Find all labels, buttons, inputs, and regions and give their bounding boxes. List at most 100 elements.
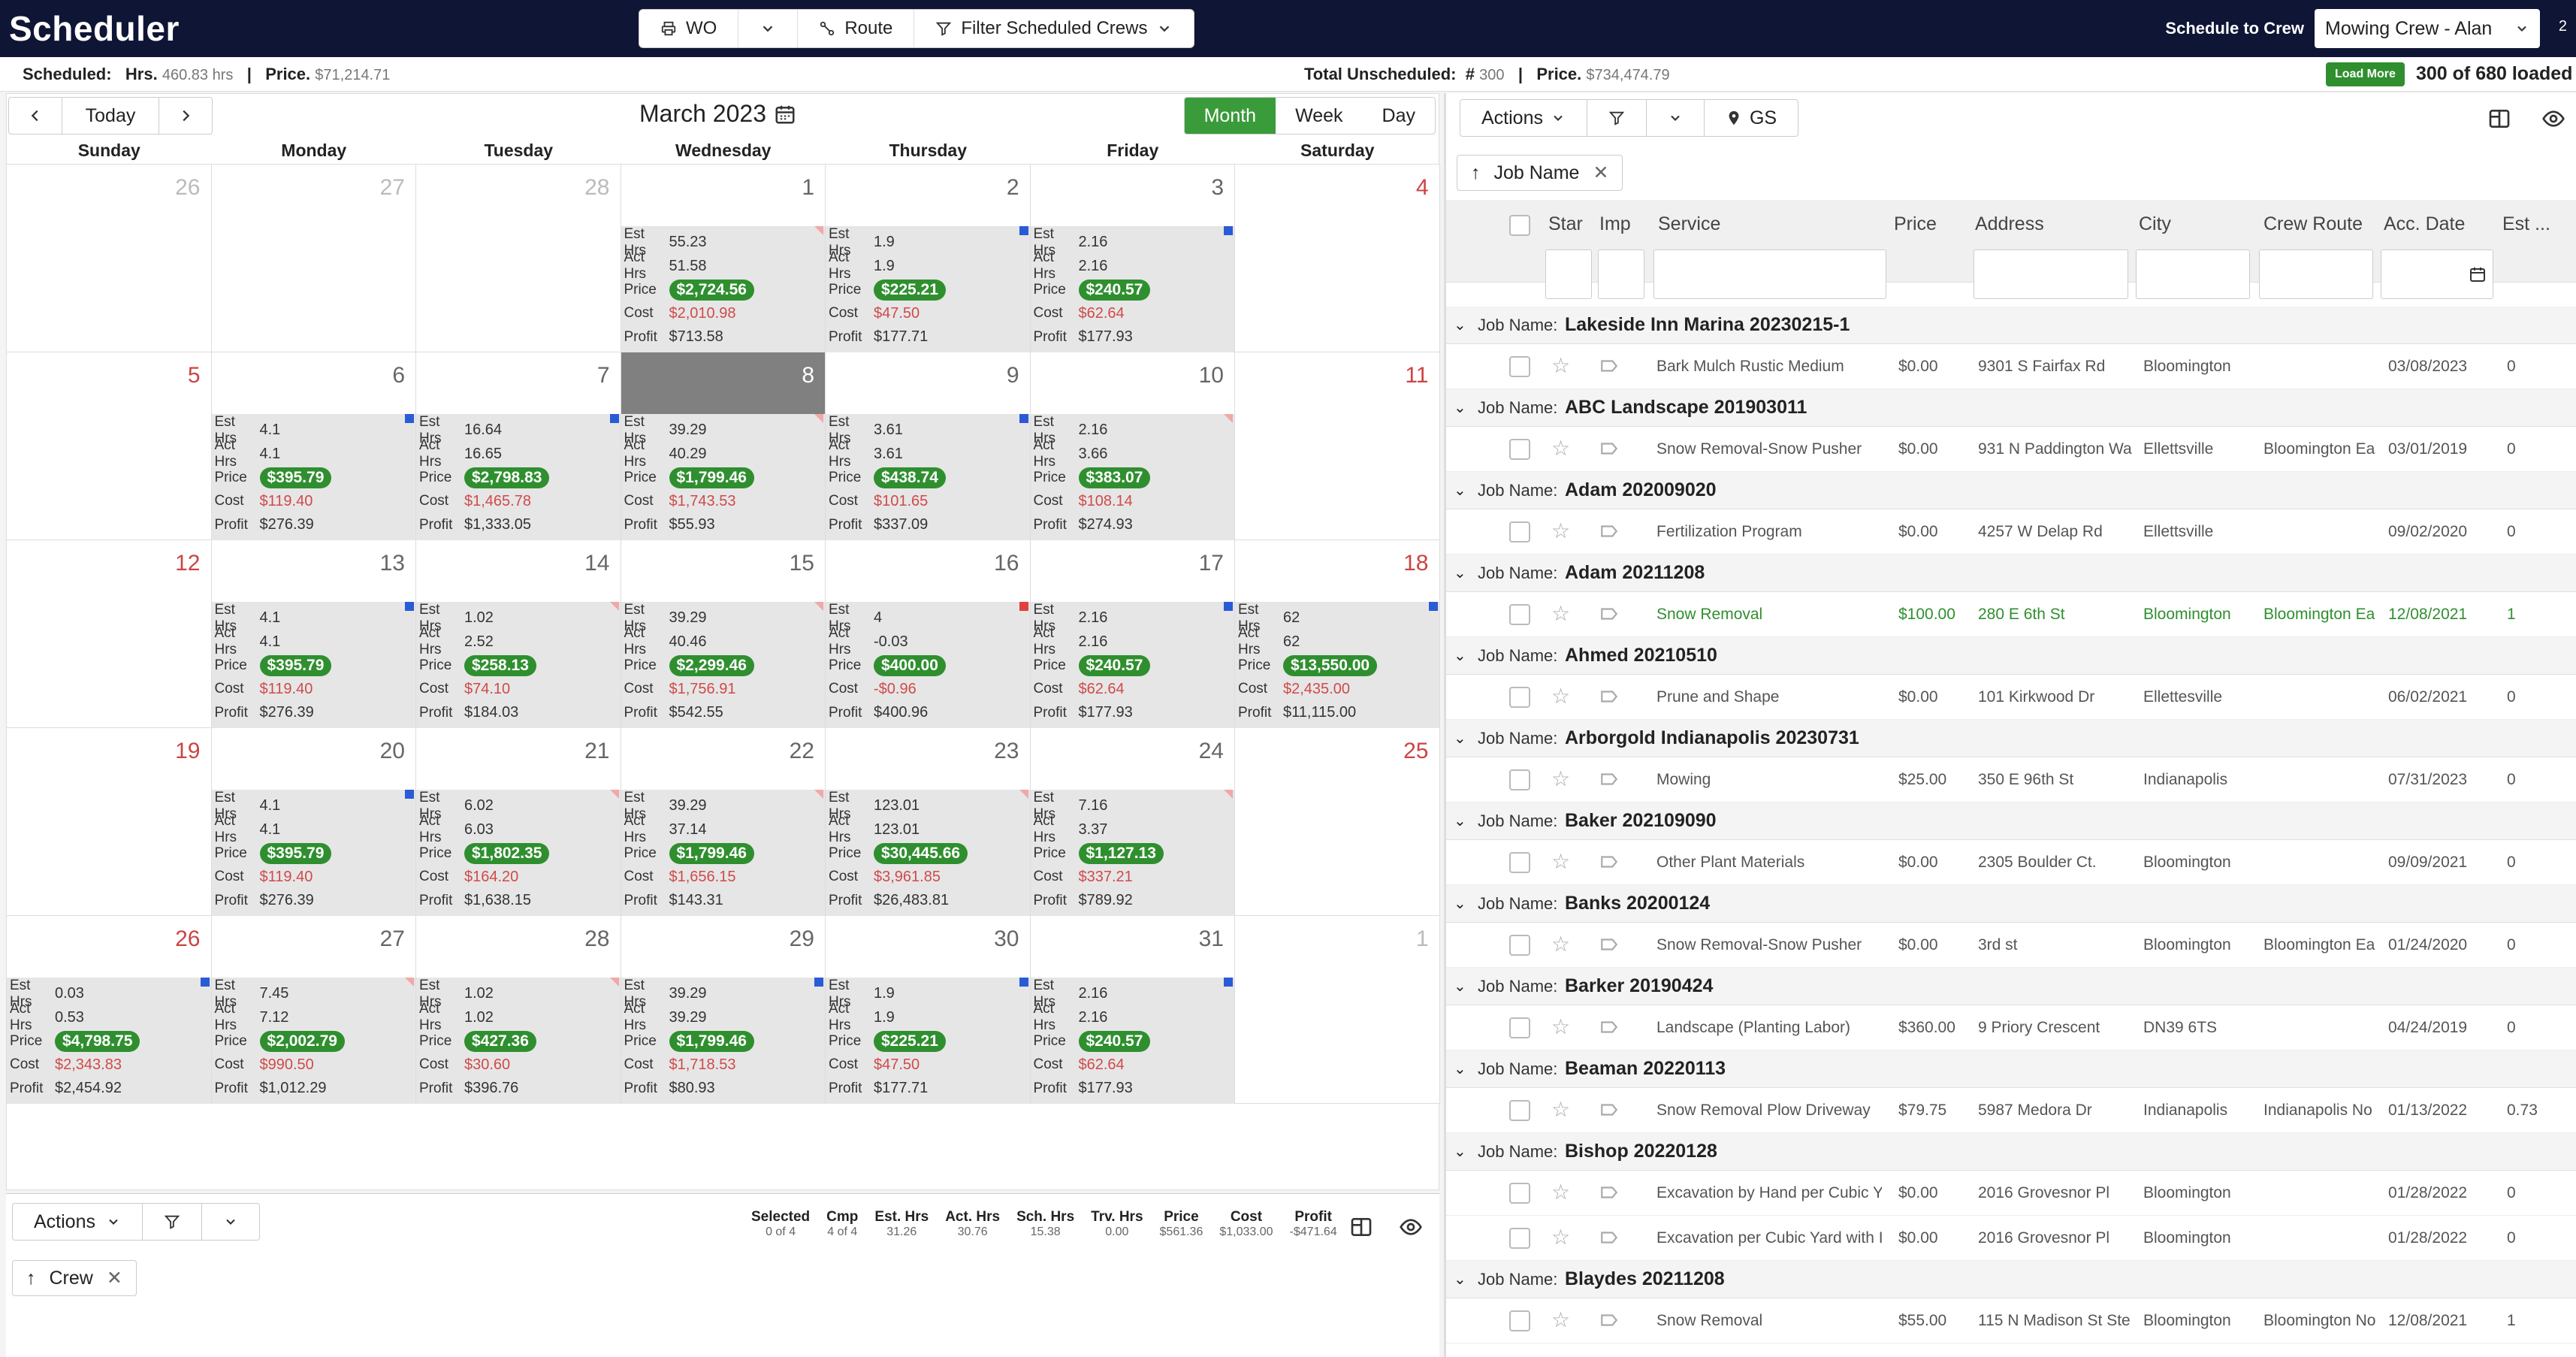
view-week-button[interactable]: Week xyxy=(1295,104,1343,126)
day-stats[interactable]: Est Hrs 4.1 Act Hrs 4.1 Price $395.79 Cost $119… xyxy=(211,602,415,728)
calendar-day-cell[interactable]: 2 Est Hrs 1.9 Act Hrs 1.9 Price $225.21 Cost $47… xyxy=(826,165,1031,352)
filter-acc-date[interactable] xyxy=(2381,249,2493,299)
filter-crew-route[interactable] xyxy=(2259,249,2373,299)
prev-month-button[interactable] xyxy=(9,98,62,134)
unscheduled-actions-button[interactable]: Actions xyxy=(1460,100,1587,136)
group-row[interactable]: ⌄ Job Name: Adam 202009020 xyxy=(1446,472,2576,509)
today-button[interactable]: Today xyxy=(62,98,159,134)
col-acc-date[interactable]: Acc. Date xyxy=(2384,213,2466,234)
columns-icon[interactable] xyxy=(1349,1215,1373,1239)
chevron-down-icon[interactable]: ⌄ xyxy=(1454,813,1466,830)
route-button[interactable]: Route xyxy=(798,10,915,47)
calendar-day-cell[interactable]: 9 Est Hrs 3.61 Act Hrs 3.61 Price $438.74 Cost $… xyxy=(826,352,1031,540)
star-icon[interactable]: ☆ xyxy=(1551,1098,1571,1121)
eye-icon[interactable] xyxy=(2541,107,2565,131)
row-checkbox[interactable] xyxy=(1509,439,1530,460)
view-month-button[interactable]: Month xyxy=(1184,98,1276,134)
chevron-down-icon[interactable]: ⌄ xyxy=(1454,1144,1466,1160)
calendar-day-cell[interactable]: 5 xyxy=(7,352,212,540)
close-icon[interactable]: ✕ xyxy=(1593,162,1609,183)
chevron-down-icon[interactable]: ⌄ xyxy=(1454,1061,1466,1077)
close-icon[interactable]: ✕ xyxy=(106,1268,122,1289)
row-checkbox[interactable] xyxy=(1509,1310,1530,1331)
star-icon[interactable]: ☆ xyxy=(1551,1308,1571,1331)
day-stats[interactable]: Est Hrs 39.29 Act Hrs 40.29 Price $1,799.46 Co… xyxy=(621,414,825,540)
calendar-day-cell[interactable]: 14 Est Hrs 1.02 Act Hrs 2.52 Price $258.13 Cost… xyxy=(416,540,621,728)
group-row[interactable]: ⌄ Job Name: Ahmed 20210510 xyxy=(1446,637,2576,675)
crew-filter-dropdown[interactable] xyxy=(202,1204,259,1240)
table-row[interactable]: ☆ Other Plant Materials $0.00 2305 Boulder … xyxy=(1446,840,2576,885)
calendar-day-cell[interactable]: 12 xyxy=(7,540,212,728)
gs-button[interactable]: GS xyxy=(1705,100,1798,136)
group-row[interactable]: ⌄ Job Name: Barker 20190424 xyxy=(1446,968,2576,1005)
day-stats[interactable]: Est Hrs 55.23 Act Hrs 51.58 Price $2,724.56 Co… xyxy=(621,226,825,352)
row-checkbox[interactable] xyxy=(1509,935,1530,956)
table-row[interactable]: ☆ Snow Removal-Snow Pusher $0.00 931 N Padd… xyxy=(1446,427,2576,472)
calendar-day-cell[interactable]: 13 Est Hrs 4.1 Act Hrs 4.1 Price $395.79 Cost $1… xyxy=(211,540,416,728)
filter-address[interactable] xyxy=(1974,249,2128,299)
star-icon[interactable]: ☆ xyxy=(1551,850,1571,873)
calendar-day-cell[interactable]: 1 xyxy=(1235,916,1440,1104)
table-row[interactable]: ☆ Snow Removal $55.00 115 N Madison St Ste … xyxy=(1446,1298,2576,1343)
day-stats[interactable]: Est Hrs 39.29 Act Hrs 39.29 Price $1,799.46 Co… xyxy=(621,978,825,1104)
tag-icon[interactable] xyxy=(1599,356,1619,376)
tag-icon[interactable] xyxy=(1599,521,1619,541)
group-row[interactable]: ⌄ Job Name: Baker 202109090 xyxy=(1446,802,2576,840)
group-row[interactable]: ⌄ Job Name: Lakeside Inn Marina 20230215-1 xyxy=(1446,307,2576,344)
calendar-day-cell[interactable]: 23 Est Hrs 123.01 Act Hrs 123.01 Price $30,445… xyxy=(826,728,1031,916)
select-all-checkbox[interactable] xyxy=(1509,215,1530,236)
wo-button[interactable]: WO xyxy=(639,10,739,47)
tag-icon[interactable] xyxy=(1599,1100,1619,1120)
row-checkbox[interactable] xyxy=(1509,1017,1530,1038)
calendar-day-cell[interactable]: 27 Est Hrs 7.45 Act Hrs 7.12 Price $2,002.79 Co… xyxy=(211,916,416,1104)
filter-imp[interactable] xyxy=(1598,249,1644,299)
table-row[interactable]: ☆ Snow Removal $100.00 280 E 6th St Blooming… xyxy=(1446,592,2576,637)
day-stats[interactable]: Est Hrs 4 Act Hrs -0.03 Price $400.00 Cost -$0.… xyxy=(826,602,1030,728)
tag-icon[interactable] xyxy=(1599,852,1619,872)
calendar-day-cell[interactable]: 10 Est Hrs 2.16 Act Hrs 3.66 Price $383.07 Cost… xyxy=(1030,352,1235,540)
calendar-icon[interactable] xyxy=(2469,265,2487,283)
crew-actions-button[interactable]: Actions xyxy=(13,1204,143,1240)
day-stats[interactable]: Est Hrs 6.02 Act Hrs 6.03 Price $1,802.35 Cost… xyxy=(416,790,621,916)
calendar-day-cell[interactable]: 31 Est Hrs 2.16 Act Hrs 2.16 Price $240.57 Cost… xyxy=(1030,916,1235,1104)
calendar-day-cell[interactable]: 25 xyxy=(1235,728,1440,916)
table-row[interactable]: ☆ Fertilization Program $0.00 4257 W Delap … xyxy=(1446,509,2576,555)
view-day-button[interactable]: Day xyxy=(1382,104,1415,126)
calendar-day-cell[interactable]: 29 Est Hrs 39.29 Act Hrs 39.29 Price $1,799.46… xyxy=(621,916,826,1104)
col-est[interactable]: Est ... xyxy=(2502,213,2550,234)
group-row[interactable]: ⌄ Job Name: Banks 20200124 xyxy=(1446,885,2576,923)
row-checkbox[interactable] xyxy=(1509,1183,1530,1204)
calendar-day-cell[interactable]: 6 Est Hrs 4.1 Act Hrs 4.1 Price $395.79 Cost $11… xyxy=(211,352,416,540)
table-row[interactable]: ☆ Bark Mulch Rustic Medium $0.00 9301 S Fai… xyxy=(1446,344,2576,389)
day-stats[interactable]: Est Hrs 123.01 Act Hrs 123.01 Price $30,445.6… xyxy=(826,790,1030,916)
day-stats[interactable]: Est Hrs 4.1 Act Hrs 4.1 Price $395.79 Cost $119… xyxy=(211,414,415,540)
day-stats[interactable]: Est Hrs 1.02 Act Hrs 1.02 Price $427.36 Cost $3… xyxy=(416,978,621,1104)
calendar-day-cell[interactable]: 4 xyxy=(1235,165,1440,352)
row-checkbox[interactable] xyxy=(1509,604,1530,625)
filter-star[interactable] xyxy=(1545,249,1592,299)
day-stats[interactable]: Est Hrs 0.03 Act Hrs 0.53 Price $4,798.75 Cost… xyxy=(7,978,211,1104)
day-stats[interactable]: Est Hrs 4.1 Act Hrs 4.1 Price $395.79 Cost $119… xyxy=(211,790,415,916)
table-row[interactable]: ☆ Landscape (Planting Labor) $360.00 9 Prio… xyxy=(1446,1005,2576,1050)
table-row[interactable]: ☆ Snow Removal-Snow Pusher $0.00 3rd st Bloo… xyxy=(1446,923,2576,968)
row-checkbox[interactable] xyxy=(1509,1100,1530,1121)
group-row[interactable]: ⌄ Job Name: Beaman 20220113 xyxy=(1446,1050,2576,1088)
star-icon[interactable]: ☆ xyxy=(1551,1015,1571,1038)
group-row[interactable]: ⌄ Job Name: Blaydes 20211208 xyxy=(1446,1261,2576,1298)
day-stats[interactable]: Est Hrs 1.9 Act Hrs 1.9 Price $225.21 Cost $47.… xyxy=(826,978,1030,1104)
calendar-day-cell[interactable]: 18 Est Hrs 62 Act Hrs 62 Price $13,550.00 Cost $… xyxy=(1235,540,1440,728)
day-stats[interactable]: Est Hrs 3.61 Act Hrs 3.61 Price $438.74 Cost $1… xyxy=(826,414,1030,540)
group-row[interactable]: ⌄ Job Name: Bishop 20220128 xyxy=(1446,1133,2576,1171)
group-row[interactable]: ⌄ Job Name: Arborgold Indianapolis 2023073… xyxy=(1446,720,2576,757)
calendar-day-cell[interactable]: 24 Est Hrs 7.16 Act Hrs 3.37 Price $1,127.13 Co… xyxy=(1030,728,1235,916)
tag-icon[interactable] xyxy=(1599,439,1619,458)
chevron-down-icon[interactable]: ⌄ xyxy=(1454,482,1466,499)
row-checkbox[interactable] xyxy=(1509,356,1530,377)
calendar-day-cell[interactable]: 16 Est Hrs 4 Act Hrs -0.03 Price $400.00 Cost -$… xyxy=(826,540,1031,728)
star-icon[interactable]: ☆ xyxy=(1551,1180,1571,1204)
month-title[interactable]: March 2023 xyxy=(639,100,796,128)
table-row[interactable]: ☆ Mowing $25.00 350 E 96th St Indianapolis 07… xyxy=(1446,757,2576,802)
calendar-day-cell[interactable]: 8 Est Hrs 39.29 Act Hrs 40.29 Price $1,799.46 C… xyxy=(621,352,826,540)
day-stats[interactable]: Est Hrs 2.16 Act Hrs 2.16 Price $240.57 Cost $6… xyxy=(1030,226,1234,352)
calendar-day-cell[interactable]: 3 Est Hrs 2.16 Act Hrs 2.16 Price $240.57 Cost $… xyxy=(1030,165,1235,352)
